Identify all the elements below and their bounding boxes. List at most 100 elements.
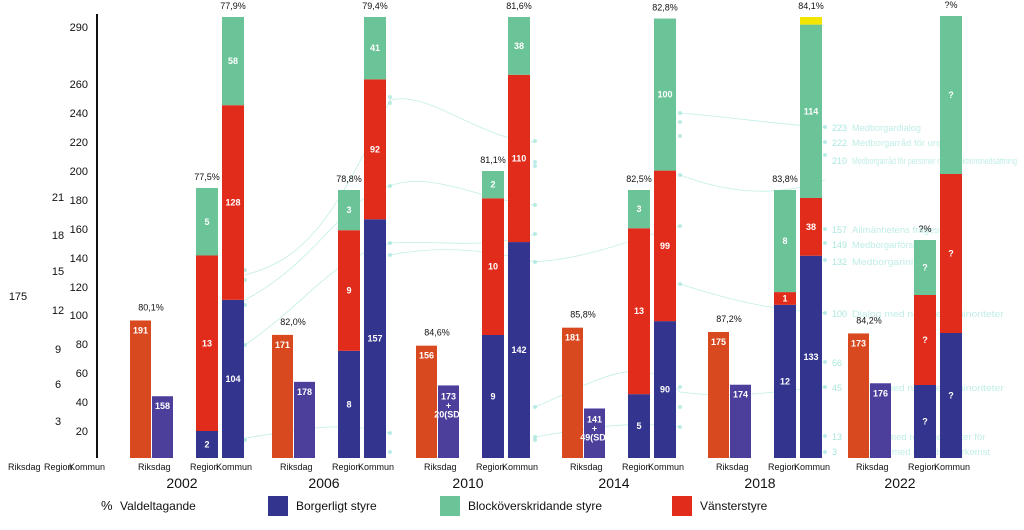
region-segment-vanster — [774, 292, 796, 305]
kommun-segment-blockoverskridande — [364, 17, 386, 80]
kommun-value: 142 — [511, 345, 526, 355]
flow-dot — [533, 260, 537, 264]
y-tick-label: 160 — [70, 224, 88, 236]
kommun-segment-borgerligt — [222, 299, 244, 458]
x-year-label: 2022 — [884, 475, 915, 491]
region-segment-blockoverskridande — [914, 240, 936, 295]
region-segment-borgerligt — [914, 385, 936, 458]
y-tick-label: 80 — [76, 339, 88, 351]
region-turnout: 83,8% — [772, 174, 798, 184]
flow-dot — [533, 164, 537, 168]
region-turnout: 77,5% — [194, 172, 220, 182]
flow-dot — [533, 160, 537, 164]
kommun-segment-borgerligt — [508, 242, 530, 458]
kommun-segment-borgerligt — [940, 333, 962, 458]
riksdag-right-bar — [870, 383, 891, 458]
region-value: 3 — [636, 204, 641, 214]
legend-label-borgerligt: Borgerligt styre — [296, 499, 377, 513]
kommun-turnout: 84,1% — [798, 1, 824, 11]
x-label-region: Region — [908, 462, 937, 472]
flow-dot — [533, 139, 537, 143]
x-label-riksdag: Riksdag — [8, 462, 41, 472]
y-tick-label: 60 — [76, 368, 88, 380]
kommun-value: 100 — [657, 90, 672, 100]
riksdag-right-value: 141 — [587, 414, 602, 424]
flow-dot — [678, 282, 682, 286]
left-tick-label: 21 — [52, 192, 64, 204]
riksdag-right-value: 178 — [297, 387, 312, 397]
region-segment-blockoverskridande — [196, 188, 218, 256]
left-tick-label: 12 — [52, 305, 64, 317]
riksdag-left-value: 156 — [419, 351, 434, 361]
flow-dot — [388, 253, 392, 257]
legend-turnout-label: Valdeltagande — [120, 499, 196, 513]
flow-dot — [823, 227, 827, 231]
region-value: 8 — [782, 236, 787, 246]
flow-dot — [678, 224, 682, 228]
x-label-region: Region — [190, 462, 219, 472]
flow-dot — [823, 241, 827, 245]
region-segment-vanster — [914, 295, 936, 385]
x-label-kommun: Kommun — [934, 462, 970, 472]
kommun-segment-other — [800, 17, 822, 25]
kommun-segment-blockoverskridande — [508, 17, 530, 75]
region-value: 13 — [202, 338, 212, 348]
y-tick-label: 260 — [70, 79, 88, 91]
flow-dot — [388, 184, 392, 188]
riksdag-turnout: 84,2% — [856, 315, 882, 325]
riksdag-turnout: 87,2% — [716, 314, 742, 324]
x-year-label: 2010 — [452, 475, 483, 491]
region-segment-blockoverskridande — [338, 190, 360, 231]
annotation-value: 45 — [832, 383, 842, 393]
x-label-kommun: Kommun — [216, 462, 252, 472]
riksdag-right-value: + — [592, 423, 597, 433]
annotation-label: Medborgarråd för unga — [852, 138, 949, 148]
riksdag-left-value: 171 — [275, 340, 290, 350]
flow-dot — [533, 438, 537, 442]
left-tick-label: 15 — [52, 266, 64, 278]
riksdag-turnout: 84,6% — [424, 328, 450, 338]
x-label-riksdag: Riksdag — [280, 462, 313, 472]
riksdag-right-value: 176 — [873, 388, 888, 398]
x-year-label: 2002 — [166, 475, 197, 491]
region-value: 5 — [204, 217, 209, 227]
annotation-label: Medborgarråd för personer med funktionsn… — [852, 156, 1017, 166]
riksdag-turnout: 80,1% — [138, 302, 164, 312]
left-tick-label: 9 — [55, 344, 61, 356]
annotation-value: 210 — [832, 156, 847, 166]
y-tick-label: 120 — [70, 282, 88, 294]
riksdag-right-bar — [152, 396, 173, 458]
legend-label-vanster: Vänsterstyre — [700, 499, 768, 513]
region-segment-borgerligt — [628, 394, 650, 458]
kommun-segment-vanster — [508, 74, 530, 243]
annotation-value: 3 — [832, 447, 837, 457]
x-year-label: 2018 — [744, 475, 775, 491]
flow-dot — [823, 450, 827, 454]
kommun-value: 38 — [514, 41, 524, 51]
region-turnout: 81,1% — [480, 155, 506, 165]
legend-turnout-symbol: % — [101, 498, 113, 513]
kommun-value: ? — [948, 90, 954, 100]
left-axis-label: 175 — [9, 291, 27, 303]
kommun-turnout: 79,4% — [362, 1, 388, 11]
x-label-riksdag: Riksdag — [716, 462, 749, 472]
y-tick-label: 200 — [70, 166, 88, 178]
flow-dot — [678, 111, 682, 115]
annotation-value: 132 — [832, 257, 847, 267]
riksdag-right-value: 158 — [155, 401, 170, 411]
annotation-value: 100 — [832, 309, 847, 319]
legend-swatch-blockoverskridande — [440, 496, 460, 516]
legend: % Valdeltagande Borgerligt styre Blockövers… — [101, 496, 768, 516]
region-segment-vanster — [338, 230, 360, 351]
riksdag-right-value: 173 — [441, 391, 456, 401]
kommun-segment-borgerligt — [364, 219, 386, 458]
riksdag-left-bar — [562, 327, 583, 458]
kommun-segment-vanster — [940, 174, 962, 333]
x-label-region: Region — [332, 462, 361, 472]
region-value: 10 — [488, 262, 498, 272]
flow-dot — [678, 134, 682, 138]
annotation-value: 149 — [832, 240, 847, 250]
kommun-turnout: 82,8% — [652, 3, 678, 13]
region-value: 12 — [780, 376, 790, 386]
